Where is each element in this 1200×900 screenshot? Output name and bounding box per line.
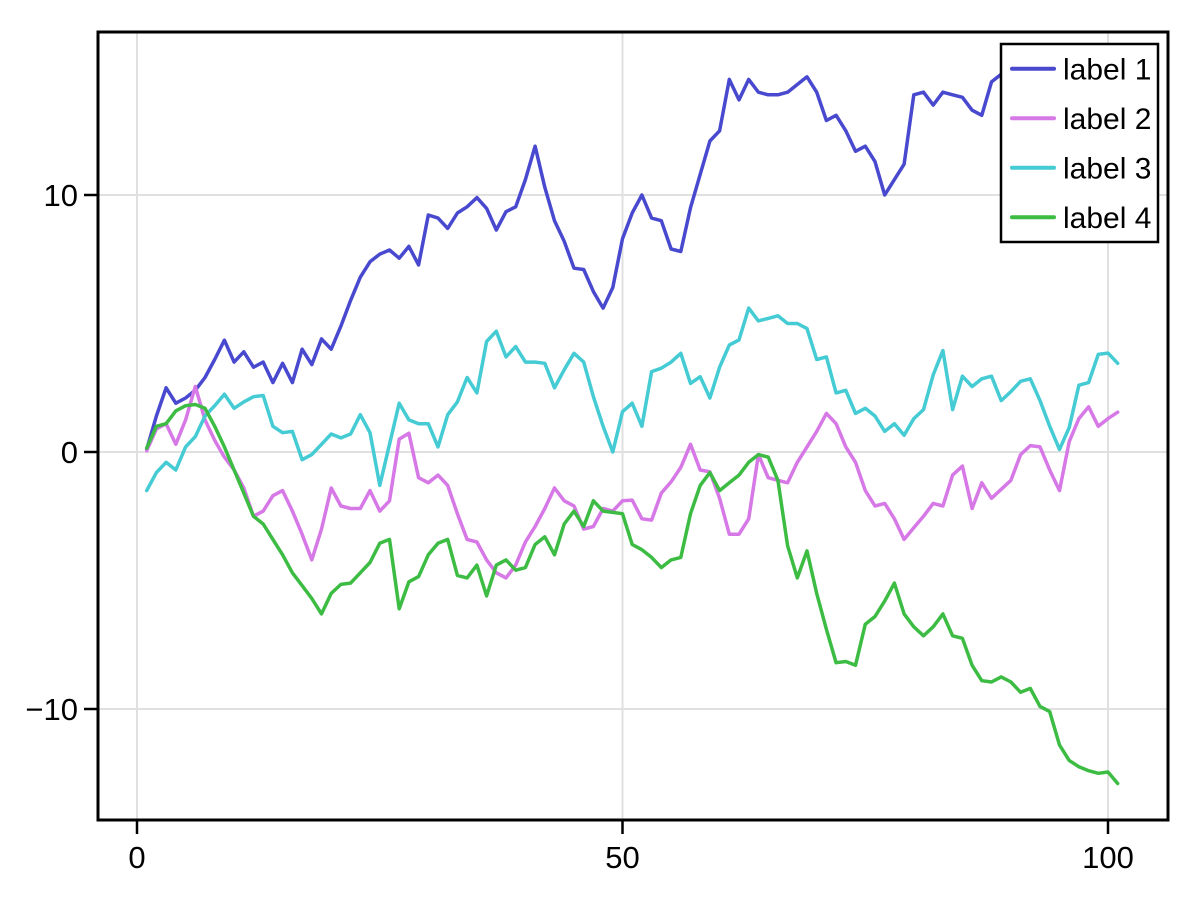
legend-box: label 1 label 2 label 3 label 4 bbox=[999, 42, 1160, 244]
y-tick-label: 0 bbox=[61, 435, 78, 470]
data-series bbox=[144, 51, 1120, 786]
x-tick-label: 100 bbox=[1082, 840, 1134, 875]
x-axis-ticks: 0 50 100 bbox=[128, 820, 1134, 875]
series-line-4 bbox=[144, 402, 1120, 786]
legend-label-2: label 2 bbox=[1063, 103, 1151, 136]
legend-label-4: label 4 bbox=[1063, 202, 1151, 235]
series-line-1 bbox=[144, 51, 1120, 452]
plot-frame bbox=[96, 30, 1170, 822]
y-tick-label: 10 bbox=[44, 178, 78, 213]
x-tick-label: 50 bbox=[605, 840, 639, 875]
series-line-3 bbox=[144, 306, 1120, 493]
legend-label-3: label 3 bbox=[1063, 152, 1151, 185]
legend-frame bbox=[999, 42, 1160, 244]
y-tick-label: −10 bbox=[25, 692, 78, 727]
x-tick-label: 0 bbox=[128, 840, 145, 875]
series-line-2 bbox=[144, 384, 1120, 580]
legend-label-1: label 1 bbox=[1063, 53, 1151, 86]
y-axis-ticks: 10 0 −10 bbox=[25, 178, 98, 727]
